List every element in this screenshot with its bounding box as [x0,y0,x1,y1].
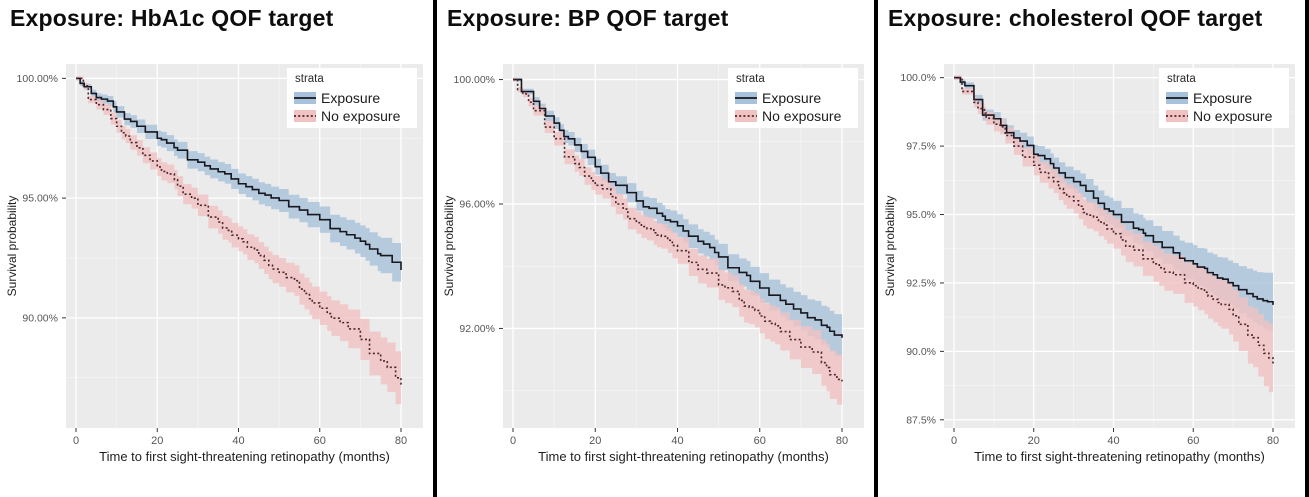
x-tick-label: 20 [589,435,601,447]
axes: 100.00% 95.00% 90.00% 0 20 40 60 80 Time to firs… [5,73,407,464]
legend: strata Exposure No exposure [1159,68,1289,128]
legend-key-no-exposure [1166,110,1188,122]
survival-curve-exposure [513,78,843,338]
panel-cholesterol: Exposure: cholesterol QOF target 100.0% 9… [878,0,1305,497]
y-tick-label: 95.00% [22,193,58,205]
legend-label: Exposure [762,90,821,106]
y-tick-label: 97.5% [906,141,936,153]
ci-band-exposure [513,77,842,360]
legend-title: strata [1167,73,1196,85]
legend-title: strata [295,73,324,85]
x-tick-label: 0 [510,435,516,447]
x-tick-label: 0 [73,435,79,447]
survival-curve-exposure [954,76,1274,305]
y-tick-label: 92.5% [906,277,936,289]
x-tick-label: 80 [836,435,848,447]
survival-plot-hba1c: 100.00% 95.00% 90.00% 0 20 40 60 80 Time to firs… [5,64,423,464]
y-tick-label: 95.0% [906,209,936,221]
x-tick-label: 0 [951,435,957,447]
x-tick-label: 20 [1028,435,1040,447]
legend: strata Exposure No exposure [287,68,417,128]
y-tick-label: 90.00% [22,312,58,324]
survival-curve-exposure [76,77,402,270]
x-tick-label: 40 [1107,435,1119,447]
survival-curve-no-exposure [513,78,843,382]
series-layer [76,76,402,413]
x-tick-label: 80 [395,435,407,447]
x-tick-label: 20 [151,435,163,447]
series-layer [513,77,843,408]
legend-label: No exposure [762,108,842,124]
y-tick-label: 87.5% [906,414,936,426]
legend-title: strata [736,73,765,85]
ci-band-no-exposure [513,77,842,408]
panel-divider [1305,0,1309,497]
legend-key-no-exposure [735,110,757,122]
y-axis-title: Survival probability [5,196,19,297]
panel-title-bp: Exposure: BP QOF target [447,5,729,31]
y-tick-label: 100.00% [17,73,58,85]
y-tick-label: 90.0% [906,346,936,358]
panel-divider [433,0,437,497]
legend-label: Exposure [1193,90,1252,106]
panel-bp: Exposure: BP QOF target 100.00% 96.00% 92.… [437,0,874,497]
axes: 100.00% 96.00% 92.00% 0 20 40 60 80 Time to firs… [442,74,848,464]
survival-plot-bp: 100.00% 96.00% 92.00% 0 20 40 60 80 Time to firs… [442,64,864,464]
x-axis-title: Time to first sight-threatening retinopa… [99,449,390,464]
series-layer [954,75,1274,401]
legend: strata Exposure No exposure [728,68,858,128]
x-tick-label: 40 [232,435,244,447]
x-tick-label: 80 [1267,435,1279,447]
x-tick-label: 60 [754,435,766,447]
x-tick-label: 40 [671,435,683,447]
legend-label: No exposure [321,108,401,124]
x-tick-label: 60 [314,435,326,447]
y-tick-label: 100.00% [454,74,495,86]
y-axis-title: Survival probability [442,196,456,297]
y-tick-label: 92.00% [459,323,495,335]
panel-title-hba1c: Exposure: HbA1c QOF target [10,5,334,31]
y-tick-label: 96.00% [459,199,495,211]
panel-hba1c: Exposure: HbA1c QOF target 100.00% 95.00%… [0,0,433,497]
x-axis-title: Time to first sight-threatening retinopa… [974,449,1265,464]
survival-curve-no-exposure [954,76,1274,366]
x-tick-label: 60 [1187,435,1199,447]
axes: 100.0% 97.5% 95.0% 92.5% 90.0% 87.5% 0 20 40 60 80… [883,72,1279,464]
panel-title-cholesterol: Exposure: cholesterol QOF target [888,5,1263,31]
legend-label: No exposure [1193,108,1273,124]
y-tick-label: 100.0% [900,72,936,84]
legend-label: Exposure [321,90,380,106]
x-axis-title: Time to first sight-threatening retinopa… [538,449,829,464]
legend-key-no-exposure [294,110,316,122]
panel-divider [874,0,878,497]
survival-plot-cholesterol: 100.0% 97.5% 95.0% 92.5% 90.0% 87.5% 0 20 40 60 80… [883,64,1295,464]
y-axis-title: Survival probability [883,196,897,297]
